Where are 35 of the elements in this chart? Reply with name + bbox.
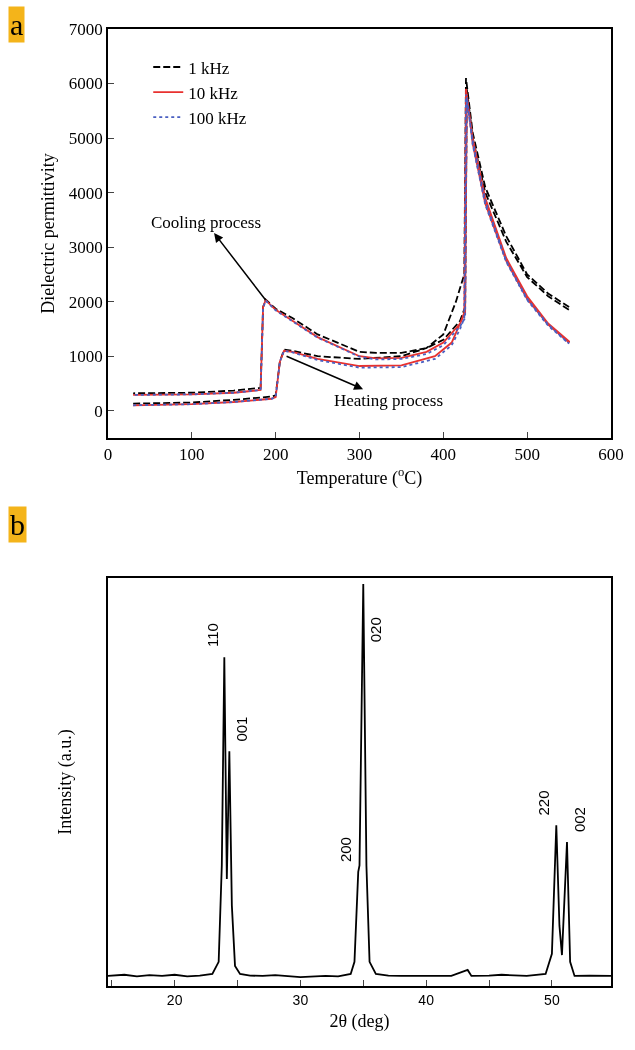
y-tick-label: 7000 bbox=[68, 19, 103, 39]
annotation: 110 bbox=[203, 623, 221, 648]
annotation: 001 bbox=[233, 716, 251, 742]
legend-label: 1 kHz bbox=[188, 58, 230, 78]
x-tick-label: 200 bbox=[262, 445, 289, 465]
x-tick-label: 500 bbox=[514, 445, 540, 465]
legend-label: 100 kHz bbox=[188, 108, 247, 128]
annotation: 020 bbox=[367, 617, 385, 643]
annotation: 002 bbox=[570, 807, 588, 833]
x-axis-title: 2θ (deg) bbox=[329, 1011, 390, 1033]
x-tick-label: 20 bbox=[166, 991, 183, 1008]
y-tick-label: 3000 bbox=[68, 238, 103, 258]
legend-label: 10 kHz bbox=[188, 83, 239, 103]
y-tick-label: 5000 bbox=[68, 129, 103, 149]
y-axis-title: Dielectric permittivity bbox=[37, 153, 58, 314]
annotation: 220 bbox=[535, 790, 553, 816]
x-tick-label: 40 bbox=[418, 991, 435, 1008]
x-tick-label: 50 bbox=[544, 991, 560, 1008]
x-tick-label: 300 bbox=[346, 445, 373, 465]
annotation: 200 bbox=[337, 837, 355, 863]
y-tick-label: 6000 bbox=[68, 74, 103, 94]
y-tick-label: 4000 bbox=[68, 183, 103, 203]
y-axis-title: Intensity (a.u.) bbox=[54, 729, 76, 835]
y-tick-label: 0 bbox=[94, 401, 103, 421]
annotation: Heating process bbox=[334, 391, 444, 410]
x-tick-label: 600 bbox=[598, 445, 624, 465]
x-axis-title: Temperature ($^{o}$C) bbox=[296, 465, 423, 489]
annotation: Cooling process bbox=[151, 213, 262, 232]
text: a bbox=[10, 8, 24, 41]
y-tick-label: 2000 bbox=[68, 292, 103, 312]
text: b bbox=[10, 508, 25, 541]
x-tick-label: 100 bbox=[179, 445, 205, 465]
x-tick-label: 400 bbox=[430, 445, 457, 465]
x-tick-label: 30 bbox=[292, 991, 309, 1008]
y-tick-label: 1000 bbox=[68, 347, 103, 367]
